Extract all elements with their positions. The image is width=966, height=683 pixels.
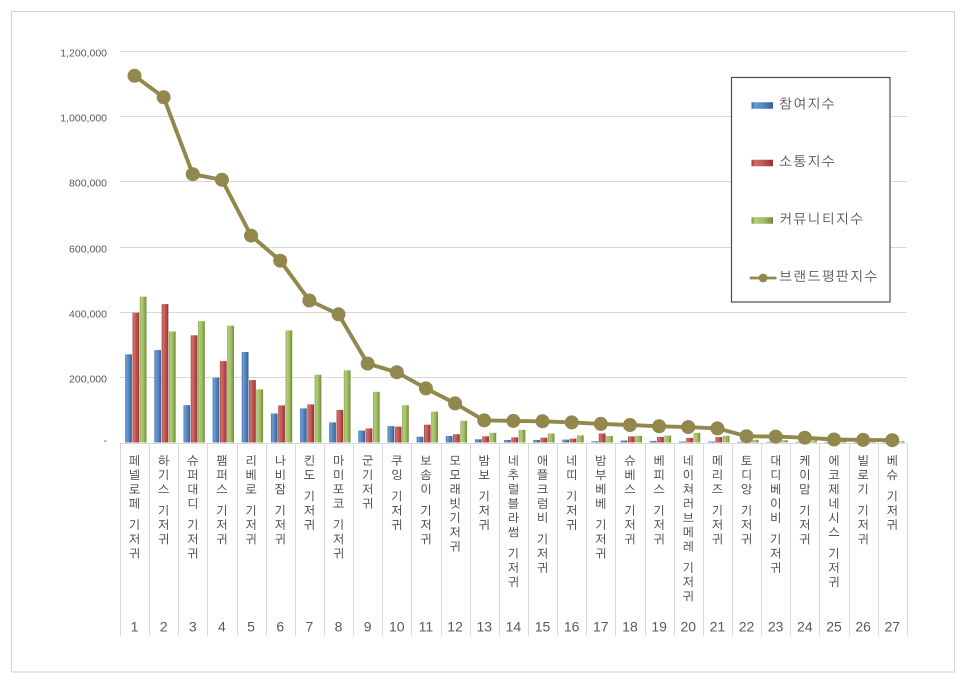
svg-text:23: 23 [768,618,784,634]
svg-text:6: 6 [276,618,284,634]
svg-text:18: 18 [622,618,638,634]
svg-text:4: 4 [218,618,226,634]
svg-text:800,000: 800,000 [69,178,107,190]
svg-text:26: 26 [855,618,871,634]
svg-text:21: 21 [710,618,726,634]
svg-text:8: 8 [335,618,343,634]
svg-text:400,000: 400,000 [69,309,107,321]
svg-text:17: 17 [593,618,609,634]
svg-text:27: 27 [884,618,900,634]
svg-text:19: 19 [651,618,667,634]
svg-text:13: 13 [476,618,492,634]
svg-text:12: 12 [447,618,463,634]
svg-text:9: 9 [364,618,372,634]
svg-text:1,000,000: 1,000,000 [60,113,107,125]
svg-text:200,000: 200,000 [69,374,107,386]
svg-text:7: 7 [305,618,313,634]
svg-text:16: 16 [564,618,580,634]
svg-text:600,000: 600,000 [69,244,107,256]
svg-text:3: 3 [189,618,197,634]
svg-text:14: 14 [506,618,522,634]
svg-text:20: 20 [680,618,696,634]
svg-text:5: 5 [247,618,255,634]
svg-text:11: 11 [419,618,434,634]
svg-text:10: 10 [389,618,405,634]
svg-text:25: 25 [826,618,842,634]
svg-text:1,200,000: 1,200,000 [60,48,107,60]
svg-text:24: 24 [797,618,813,634]
svg-text:-: - [104,435,108,447]
svg-text:22: 22 [739,618,755,634]
svg-text:1: 1 [131,618,139,634]
svg-text:15: 15 [535,618,551,634]
svg-text:2: 2 [160,618,168,634]
